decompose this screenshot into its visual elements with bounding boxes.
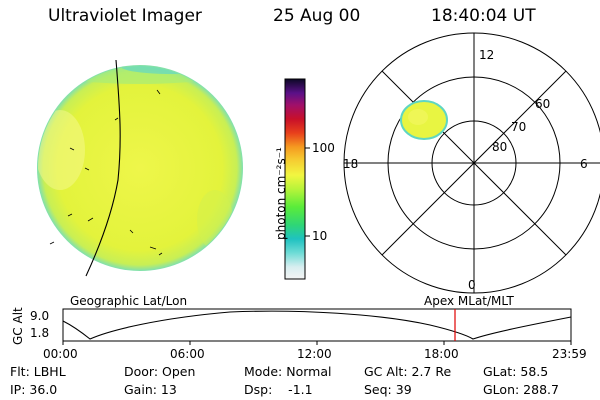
timeline-left-label: Geographic Lat/Lon xyxy=(70,294,188,308)
date-label: 25 Aug 00 xyxy=(273,6,361,26)
polar-label-18: 18 xyxy=(343,157,359,171)
timeline-tick-2359: 23:59 xyxy=(552,347,587,361)
polar-lat-60: 60 xyxy=(535,97,551,111)
status-mode: Mode: Normal xyxy=(244,364,332,379)
status-seq: Seq: 39 xyxy=(364,382,412,397)
timeline-tick-1800: 18:00 xyxy=(424,347,459,361)
status-glon: GLon: 288.7 xyxy=(483,382,559,397)
status-door: Door: Open xyxy=(124,364,196,379)
timeline-y-top: 9.0 xyxy=(30,309,50,323)
polar-auroral-blob xyxy=(400,100,448,140)
earth-disk-image xyxy=(37,59,243,277)
polar-label-12: 12 xyxy=(479,48,495,62)
timeline-tick-0000: 00:00 xyxy=(43,347,78,361)
colorbar-tick-10: 10 xyxy=(312,229,328,243)
timeline-ylabel: GC Alt xyxy=(11,307,25,345)
status-gc-alt: GC Alt: 2.7 Re xyxy=(364,364,452,379)
polar-label-0: 0 xyxy=(468,278,476,292)
polar-lat-70: 70 xyxy=(511,120,527,134)
status-glat: GLat: 58.5 xyxy=(483,364,549,379)
timeline-tick-1200: 12:00 xyxy=(297,347,332,361)
status-gain: Gain: 13 xyxy=(124,382,177,397)
status-dsp: Dsp: -1.1 xyxy=(244,382,313,397)
status-ip: IP: 36.0 xyxy=(10,382,58,397)
status-flt: Flt: LBHL xyxy=(10,364,66,379)
time-label: 18:40:04 UT xyxy=(431,6,536,26)
timeline-right-label: Apex MLat/MLT xyxy=(424,294,514,308)
colorbar-unit-label: photon cm⁻²s⁻¹ xyxy=(274,147,288,240)
polar-lat-80: 80 xyxy=(492,140,508,154)
terminator-line xyxy=(85,59,121,277)
timeline-tick-0600: 06:00 xyxy=(170,347,205,361)
colorbar-tick-100: 100 xyxy=(312,141,335,155)
colorbar xyxy=(284,78,310,280)
polar-label-6: 6 xyxy=(580,157,588,171)
altitude-timeline xyxy=(62,308,572,345)
timeline-y-bottom: 1.8 xyxy=(30,326,50,340)
polar-plot xyxy=(343,32,600,294)
instrument-title: Ultraviolet Imager xyxy=(48,6,202,26)
